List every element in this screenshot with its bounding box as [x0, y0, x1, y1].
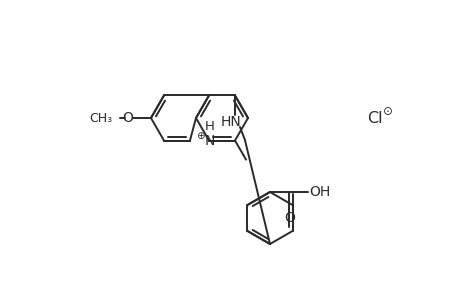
- Text: ⊙: ⊙: [382, 104, 392, 118]
- Text: O: O: [122, 111, 133, 125]
- Text: OH: OH: [308, 185, 330, 199]
- Text: ⊕: ⊕: [195, 130, 204, 140]
- Text: H: H: [205, 120, 214, 133]
- Text: HN: HN: [220, 115, 241, 129]
- Text: Cl: Cl: [366, 110, 382, 125]
- Text: O: O: [284, 212, 294, 226]
- Text: N: N: [204, 134, 215, 148]
- Text: CH₃: CH₃: [89, 112, 112, 124]
